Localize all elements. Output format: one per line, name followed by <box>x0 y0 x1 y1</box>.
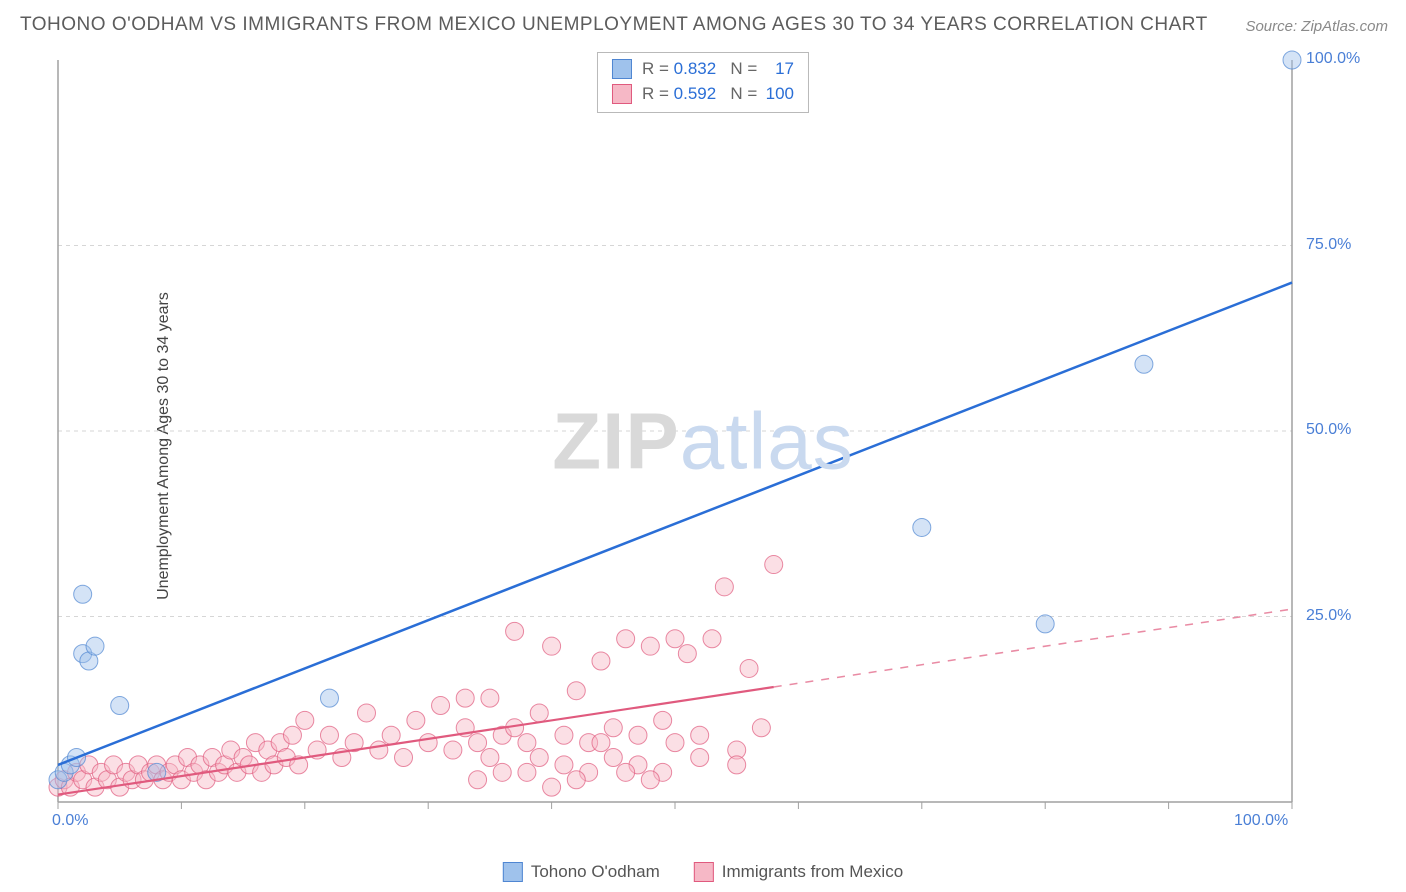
scatter-plot <box>48 48 1382 838</box>
stats-swatch <box>612 84 632 104</box>
legend-swatch <box>503 862 523 882</box>
stats-legend-box: R = 0.832 N = 17R = 0.592 N = 100 <box>597 52 809 113</box>
stats-text: R = 0.832 N = 17 <box>642 57 794 82</box>
legend-label: Immigrants from Mexico <box>722 862 903 882</box>
stats-row: R = 0.832 N = 17 <box>612 57 794 82</box>
axis-tick-label: 50.0% <box>1306 421 1351 439</box>
bottom-legend: Tohono O'odham Immigrants from Mexico <box>503 862 903 882</box>
legend-item: Immigrants from Mexico <box>694 862 903 882</box>
stats-row: R = 0.592 N = 100 <box>612 82 794 107</box>
axis-tick-label: 75.0% <box>1306 236 1351 254</box>
stats-swatch <box>612 59 632 79</box>
legend-swatch <box>694 862 714 882</box>
legend-item: Tohono O'odham <box>503 862 660 882</box>
stats-text: R = 0.592 N = 100 <box>642 82 794 107</box>
chart-title: TOHONO O'ODHAM VS IMMIGRANTS FROM MEXICO… <box>20 14 1208 36</box>
axis-tick-label: 100.0% <box>1234 812 1288 830</box>
axis-tick-label: 100.0% <box>1306 50 1360 68</box>
legend-label: Tohono O'odham <box>531 862 660 882</box>
axis-tick-label: 25.0% <box>1306 607 1351 625</box>
source-label: Source: ZipAtlas.com <box>1245 18 1388 35</box>
axis-tick-label: 0.0% <box>52 812 88 830</box>
chart-svg <box>48 48 1382 838</box>
